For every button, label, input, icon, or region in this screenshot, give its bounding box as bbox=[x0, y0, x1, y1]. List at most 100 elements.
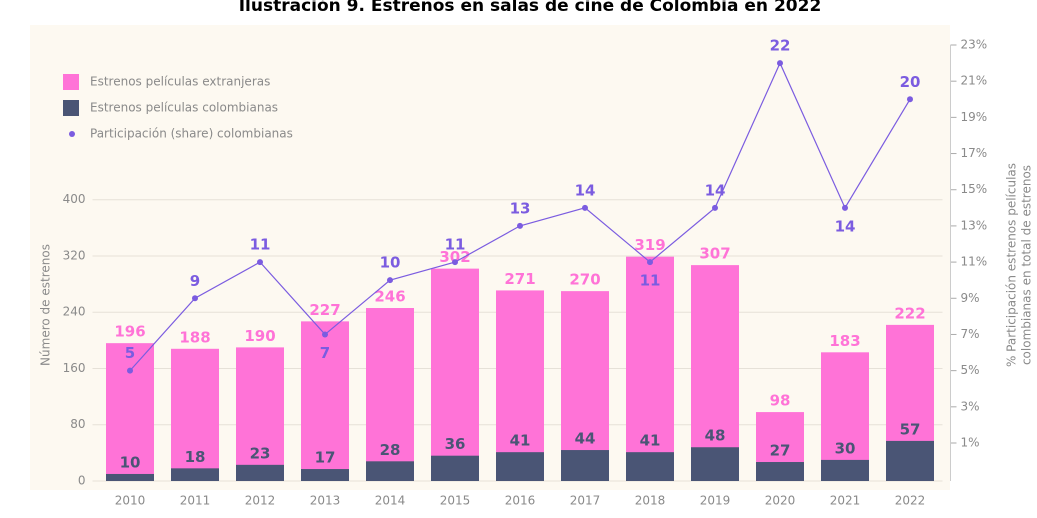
bar-label: 196 bbox=[114, 323, 145, 341]
bar bbox=[431, 268, 479, 481]
y2-tick-label: 1% bbox=[961, 436, 980, 450]
bar bbox=[821, 352, 869, 481]
bar-label: 319 bbox=[634, 236, 665, 254]
y2-tick-label: 23% bbox=[961, 38, 988, 52]
x-tick-label: 2021 bbox=[830, 494, 861, 508]
bar-label: 41 bbox=[640, 432, 661, 450]
share-point bbox=[192, 295, 198, 302]
legend-label: Estrenos películas extranjeras bbox=[90, 75, 270, 89]
y2-axis-label: % Participación estrenos películas bbox=[1005, 163, 1019, 367]
y2-tick-label: 19% bbox=[961, 110, 988, 124]
x-tick-label: 2016 bbox=[505, 494, 536, 508]
share-point bbox=[842, 204, 848, 211]
y-tick-label: 320 bbox=[63, 248, 86, 262]
x-tick-label: 2019 bbox=[700, 494, 731, 508]
y-tick-label: 160 bbox=[63, 361, 86, 375]
share-label: 9 bbox=[190, 272, 200, 290]
share-label: 22 bbox=[770, 37, 791, 55]
share-point bbox=[907, 96, 913, 103]
y2-tick-label: 13% bbox=[961, 218, 988, 232]
share-point bbox=[452, 259, 458, 266]
share-point bbox=[257, 259, 263, 266]
share-label: 20 bbox=[900, 73, 921, 91]
x-tick-label: 2012 bbox=[245, 494, 276, 508]
x-tick-label: 2011 bbox=[180, 494, 211, 508]
bar-label: 246 bbox=[374, 288, 405, 306]
y2-tick-label: 3% bbox=[961, 399, 980, 413]
y2-tick-label: 17% bbox=[961, 146, 988, 160]
share-point bbox=[712, 204, 718, 211]
share-label: 14 bbox=[705, 181, 726, 199]
share-point bbox=[582, 204, 588, 211]
y-tick-label: 80 bbox=[70, 417, 85, 431]
bar-label: 30 bbox=[835, 439, 856, 457]
bar bbox=[821, 459, 869, 481]
bar bbox=[236, 464, 284, 481]
bar-label: 307 bbox=[699, 245, 730, 263]
bar bbox=[626, 452, 674, 481]
bar-label: 227 bbox=[309, 301, 340, 319]
y2-tick-label: 11% bbox=[961, 255, 988, 269]
bar bbox=[691, 447, 739, 481]
bar-label: 44 bbox=[575, 430, 596, 448]
legend-swatch bbox=[63, 100, 79, 116]
share-point bbox=[387, 277, 393, 284]
bar-label: 57 bbox=[900, 420, 921, 438]
y2-tick-label: 7% bbox=[961, 327, 980, 341]
bar-label: 190 bbox=[244, 327, 275, 345]
chart-title: Ilustración 9. Estrenos en salas de cine… bbox=[239, 0, 822, 16]
x-tick-label: 2017 bbox=[570, 494, 601, 508]
y2-tick-label: 5% bbox=[961, 363, 980, 377]
x-tick-label: 2022 bbox=[895, 494, 926, 508]
bar bbox=[886, 440, 934, 481]
bar bbox=[496, 290, 544, 481]
share-label: 7 bbox=[320, 344, 330, 362]
bar-label: 18 bbox=[185, 448, 206, 466]
y2-axis-label: colombianas en total de estrenos bbox=[1020, 165, 1034, 365]
share-label: 11 bbox=[640, 272, 661, 290]
share-label: 13 bbox=[510, 199, 531, 217]
y2-tick-label: 15% bbox=[961, 182, 988, 196]
bar bbox=[366, 461, 414, 481]
legend-marker bbox=[69, 131, 75, 137]
bar bbox=[626, 256, 674, 481]
share-label: 5 bbox=[125, 344, 135, 362]
y2-tick-label: 21% bbox=[961, 74, 988, 88]
y2-tick-label: 9% bbox=[961, 291, 980, 305]
legend-swatch bbox=[63, 74, 79, 90]
legend-label: Participación (share) colombianas bbox=[90, 127, 293, 141]
bar-label: 28 bbox=[380, 441, 401, 459]
bar bbox=[756, 462, 804, 481]
bar bbox=[366, 308, 414, 481]
share-point bbox=[777, 60, 783, 67]
x-tick-label: 2013 bbox=[310, 494, 341, 508]
bar-label: 302 bbox=[439, 248, 470, 266]
bar bbox=[496, 452, 544, 481]
share-label: 14 bbox=[575, 181, 596, 199]
y-tick-label: 240 bbox=[63, 305, 86, 319]
bar-label: 10 bbox=[120, 453, 141, 471]
bar bbox=[561, 450, 609, 481]
y-axis-label: Número de estrenos bbox=[39, 244, 53, 366]
plot-background bbox=[30, 25, 950, 490]
y-tick-label: 400 bbox=[63, 192, 86, 206]
bar bbox=[106, 343, 154, 481]
bar bbox=[171, 468, 219, 481]
x-tick-label: 2018 bbox=[635, 494, 666, 508]
bar bbox=[301, 469, 349, 481]
share-point bbox=[517, 222, 523, 229]
bar-label: 23 bbox=[250, 444, 271, 462]
bar-label: 48 bbox=[705, 427, 726, 445]
bar-label: 270 bbox=[569, 271, 600, 289]
bar-label: 188 bbox=[179, 328, 210, 346]
share-point bbox=[647, 259, 653, 266]
bar bbox=[561, 291, 609, 481]
share-label: 11 bbox=[250, 236, 271, 254]
bar-label: 36 bbox=[445, 435, 466, 453]
bar-label: 17 bbox=[315, 449, 336, 467]
bar bbox=[236, 347, 284, 481]
share-point bbox=[322, 331, 328, 338]
bar-label: 222 bbox=[894, 304, 925, 322]
share-label: 14 bbox=[835, 217, 856, 235]
